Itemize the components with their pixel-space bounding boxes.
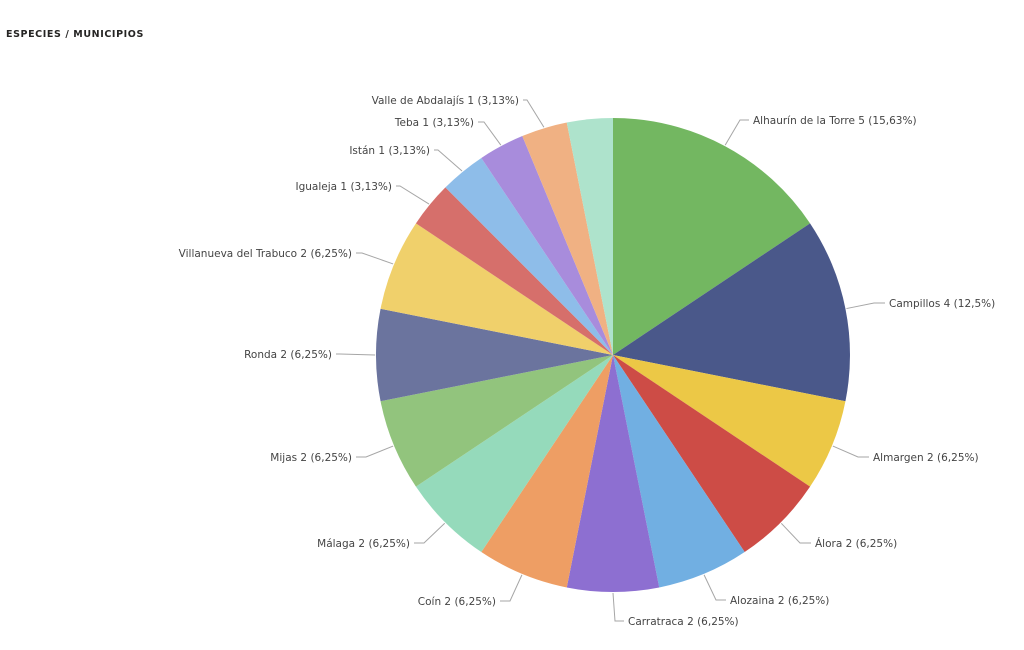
pie-slice-unlabeled[interactable]: [566, 118, 613, 355]
pie-slice-ronda[interactable]: [376, 308, 613, 402]
slice-label-mijas: Mijas 2 (6,25%): [270, 452, 352, 464]
slice-label-almargen: Almargen 2 (6,25%): [873, 452, 979, 464]
leader-line-alora: [780, 522, 811, 544]
pie-slice-villanueva-del-trabuco[interactable]: [380, 223, 613, 355]
pie-slice-campillos[interactable]: [613, 223, 850, 402]
pie-leader-lines: [336, 99, 885, 622]
leader-line-campillos: [846, 302, 885, 310]
pie-slices: [376, 118, 850, 592]
slice-label-villanueva-del-trabuco: Villanueva del Trabuco 2 (6,25%): [179, 248, 352, 260]
pie-slice-alozaina[interactable]: [613, 355, 745, 588]
pie-slice-valle-de-abdalajis[interactable]: [522, 122, 613, 355]
slice-label-teba: Teba 1 (3,13%): [394, 117, 474, 129]
pie-slice-istan[interactable]: [445, 157, 613, 355]
pie-labels: Alhaurín de la Torre 5 (15,63%) Campillos…: [179, 95, 996, 628]
leader-line-villanueva-del-trabuco: [356, 252, 394, 265]
pie-slice-malaga[interactable]: [415, 355, 613, 553]
chart-title: ESPECIES / MUNICIPIOS: [6, 29, 144, 40]
slice-label-carratraca: Carratraca 2 (6,25%): [628, 616, 739, 628]
leader-line-istan: [434, 149, 463, 172]
leader-line-carratraca: [612, 592, 624, 622]
leader-line-malaga: [414, 522, 446, 544]
slice-label-alozaina: Alozaina 2 (6,25%): [730, 595, 829, 607]
slice-label-malaga: Málaga 2 (6,25%): [317, 538, 410, 550]
leader-line-alozaina: [703, 574, 726, 601]
slice-label-valle-de-abdalajis: Valle de Abdalajís 1 (3,13%): [372, 95, 519, 107]
slice-label-campillos: Campillos 4 (12,5%): [889, 298, 995, 310]
slice-label-alhaurin-de-la-torre: Alhaurín de la Torre 5 (15,63%): [753, 115, 917, 127]
pie-slice-carratraca[interactable]: [566, 355, 660, 592]
slice-label-coin: Coín 2 (6,25%): [418, 596, 496, 608]
slice-label-igualeja: Igualeja 1 (3,13%): [296, 181, 392, 193]
leader-line-valle-de-abdalajis: [523, 99, 545, 128]
leader-line-alhaurin-de-la-torre: [724, 119, 749, 146]
pie-slice-almargen[interactable]: [613, 355, 846, 487]
leader-line-teba: [478, 121, 502, 146]
leader-line-almargen: [832, 445, 869, 458]
pie-slice-igualeja[interactable]: [415, 187, 613, 355]
pie-slice-alora[interactable]: [613, 355, 811, 553]
slice-label-alora: Álora 2 (6,25%): [815, 537, 897, 550]
pie-slice-teba[interactable]: [481, 136, 613, 355]
pie-slice-coin[interactable]: [481, 355, 613, 588]
leader-line-mijas: [356, 445, 394, 458]
slice-label-ronda: Ronda 2 (6,25%): [244, 349, 332, 361]
pie-slice-mijas[interactable]: [380, 355, 613, 487]
leader-line-igualeja: [396, 185, 430, 205]
slice-label-istan: Istán 1 (3,13%): [349, 145, 430, 157]
leader-line-coin: [500, 574, 523, 602]
pie-slice-alhaurin-de-la-torre[interactable]: [613, 118, 811, 355]
leader-line-ronda: [336, 353, 376, 356]
